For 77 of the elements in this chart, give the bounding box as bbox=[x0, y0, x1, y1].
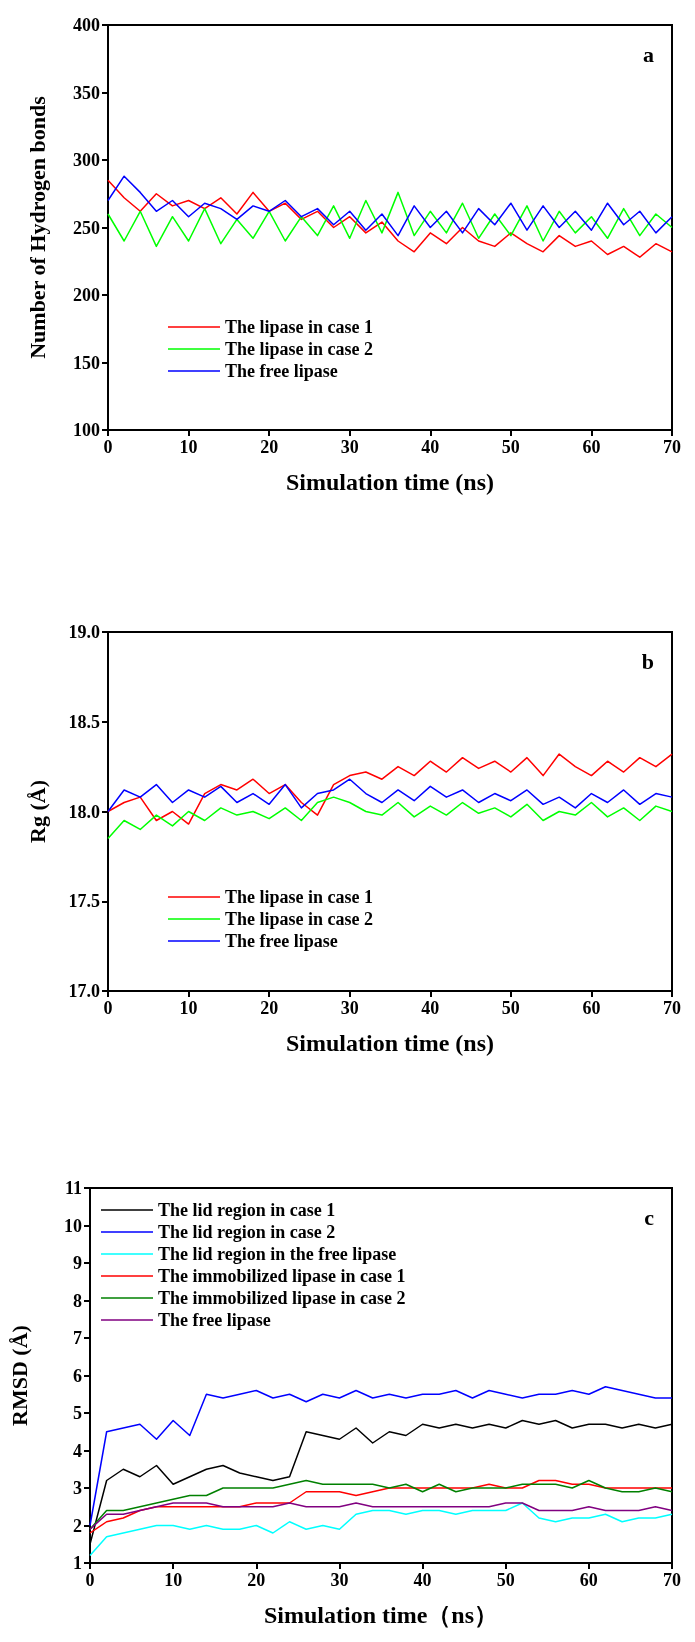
y-tick-label: 18.0 bbox=[68, 801, 100, 822]
y-tick-label: 3 bbox=[73, 1478, 82, 1498]
x-tick-label: 20 bbox=[260, 437, 279, 457]
y-tick-label: 1 bbox=[73, 1553, 82, 1573]
line-series bbox=[107, 778, 673, 813]
y-tick-label: 8 bbox=[73, 1290, 82, 1311]
legend-label: The immobilized lipase in case 2 bbox=[158, 1288, 406, 1308]
y-tick-label: 7 bbox=[73, 1328, 82, 1348]
x-tick-label: 70 bbox=[663, 1570, 681, 1590]
x-tick-label: 30 bbox=[330, 1570, 349, 1590]
x-tick-label: 50 bbox=[496, 1570, 515, 1590]
line-series bbox=[89, 1386, 673, 1527]
y-tick-label: 200 bbox=[73, 285, 100, 305]
legend-label: The lipase in case 2 bbox=[225, 339, 374, 359]
x-tick-label: 50 bbox=[501, 998, 520, 1018]
legend-label: The lid region in the free lipase bbox=[158, 1244, 397, 1264]
y-tick-label: 5 bbox=[73, 1403, 82, 1423]
x-tick-label: 60 bbox=[582, 437, 601, 457]
y-tick-label: 350 bbox=[73, 82, 100, 103]
y-tick-label: 11 bbox=[64, 1178, 82, 1198]
x-tick-label: 70 bbox=[663, 437, 681, 457]
y-tick-label: 150 bbox=[73, 352, 100, 373]
x-tick-label: 30 bbox=[340, 998, 359, 1018]
x-tick-label: 10 bbox=[179, 437, 198, 457]
legend-label: The lipase in case 2 bbox=[225, 909, 374, 929]
line-series bbox=[89, 1502, 673, 1530]
y-tick-label: 17.5 bbox=[68, 891, 100, 912]
line-series bbox=[107, 796, 673, 840]
x-tick-label: 0 bbox=[103, 437, 113, 457]
x-tick-label: 20 bbox=[247, 1570, 266, 1590]
x-tick-label: 40 bbox=[413, 1570, 432, 1590]
x-axis-title: Simulation time (ns) bbox=[285, 1030, 495, 1056]
x-tick-label: 70 bbox=[663, 998, 681, 1018]
x-axis-title: Simulation time（ns） bbox=[263, 1602, 499, 1628]
y-tick-label: 300 bbox=[73, 150, 100, 170]
annotation: b bbox=[641, 648, 655, 674]
y-tick-label: 2 bbox=[73, 1515, 82, 1536]
y-tick-label: 4 bbox=[73, 1440, 82, 1461]
legend-label: The free lipase bbox=[225, 931, 338, 951]
x-tick-label: 40 bbox=[421, 998, 440, 1018]
x-tick-label: 0 bbox=[103, 998, 113, 1018]
line-series bbox=[89, 1502, 673, 1557]
y-tick-label: 19.0 bbox=[68, 622, 100, 642]
x-tick-label: 30 bbox=[340, 437, 359, 457]
y-tick-label: 400 bbox=[73, 15, 100, 35]
y-axis-title: RMSD (Å) bbox=[6, 1325, 32, 1426]
legend-label: The free lipase bbox=[225, 361, 338, 381]
annotation: c bbox=[644, 1204, 655, 1230]
line-series bbox=[107, 191, 673, 248]
line-series bbox=[107, 753, 673, 825]
y-tick-label: 10 bbox=[64, 1215, 82, 1236]
legend-label: The free lipase bbox=[158, 1310, 271, 1330]
y-axis-title: Rg (Å) bbox=[24, 780, 50, 843]
y-tick-label: 100 bbox=[73, 420, 100, 440]
legend-label: The immobilized lipase in case 1 bbox=[158, 1266, 406, 1286]
x-tick-label: 0 bbox=[85, 1570, 95, 1590]
y-axis-title: Number of Hydrogen bonds bbox=[24, 95, 50, 359]
x-tick-label: 60 bbox=[579, 1570, 598, 1590]
y-tick-label: 18.5 bbox=[68, 711, 100, 732]
x-tick-label: 60 bbox=[582, 998, 601, 1018]
legend-label: The lid region in case 1 bbox=[158, 1200, 336, 1220]
legend-label: The lipase in case 1 bbox=[225, 317, 374, 337]
x-tick-label: 20 bbox=[260, 998, 279, 1018]
y-tick-label: 17.0 bbox=[68, 981, 100, 1001]
line-series bbox=[107, 179, 673, 258]
x-tick-label: 40 bbox=[421, 437, 440, 457]
x-axis-title: Simulation time (ns) bbox=[285, 469, 495, 495]
x-tick-label: 10 bbox=[164, 1570, 183, 1590]
legend-label: The lid region in case 2 bbox=[158, 1222, 336, 1242]
line-series bbox=[107, 175, 673, 237]
x-tick-label: 10 bbox=[179, 998, 198, 1018]
legend-label: The lipase in case 1 bbox=[225, 887, 374, 907]
y-tick-label: 9 bbox=[73, 1253, 82, 1273]
y-tick-label: 250 bbox=[73, 217, 100, 238]
y-tick-label: 6 bbox=[73, 1365, 82, 1386]
annotation: a bbox=[643, 41, 654, 67]
x-tick-label: 50 bbox=[501, 437, 520, 457]
